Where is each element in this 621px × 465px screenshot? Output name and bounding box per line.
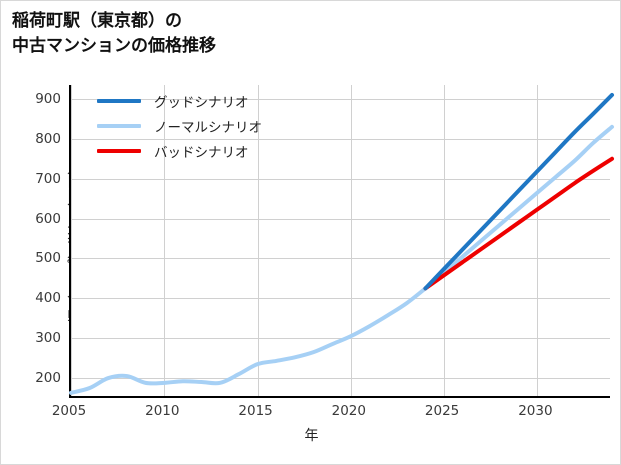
gridline-vertical [444, 85, 446, 396]
gridline-vertical [350, 85, 352, 396]
x-axis-title: 年 [304, 428, 319, 444]
legend-item-label: バッドシナリオ [154, 144, 249, 161]
legend-item[interactable]: グッドシナリオ [97, 92, 262, 111]
legend: グッドシナリオ ノーマルシナリオ バッドシナリオ [97, 92, 262, 161]
gridline-horizontal [71, 138, 610, 140]
gridline-horizontal [71, 178, 610, 180]
y-axis-tick-label: 500 [35, 250, 61, 267]
gridline-horizontal [71, 258, 610, 260]
gridline-horizontal [71, 218, 610, 220]
series-line [69, 124, 614, 395]
legend-item[interactable]: バッドシナリオ [97, 142, 262, 161]
series-lines [69, 92, 614, 395]
y-axis-tick-label: 300 [35, 330, 61, 347]
y-axis-tick-label: 400 [35, 290, 61, 307]
gridline-horizontal [71, 298, 610, 300]
gridline-vertical [257, 85, 259, 396]
gridline-vertical [537, 85, 539, 396]
y-axis-tick-label: 600 [35, 210, 61, 227]
x-axis-tick-label: 2025 [424, 403, 460, 419]
series-line [423, 156, 614, 291]
gridline-vertical [164, 85, 166, 396]
legend-item-label: ノーマルシナリオ [154, 119, 262, 136]
plot-area [69, 85, 614, 398]
x-axis-tick-label: 2020 [331, 403, 366, 419]
x-axis-tick-label: 2015 [238, 403, 273, 419]
y-axis-tick-label: 900 [35, 91, 61, 107]
legend-color-swatch [97, 98, 141, 103]
legend-item-label: グッドシナリオ [154, 94, 249, 111]
legend-color-swatch [97, 148, 141, 153]
y-axis-tick-label: 800 [35, 130, 61, 147]
legend-item[interactable]: ノーマルシナリオ [97, 117, 262, 136]
y-axis-tick-label: 200 [35, 370, 61, 387]
x-axis-tick-label: 2005 [51, 403, 87, 419]
page-title: 稲荷町駅（東京都）の 中古マンションの価格推移 [12, 11, 216, 56]
gridline-horizontal [71, 378, 610, 380]
x-axis-tick-label: 2010 [145, 403, 180, 419]
series-line [423, 92, 614, 291]
legend-color-swatch [97, 123, 141, 128]
x-axis-tick-label: 2030 [518, 403, 553, 419]
y-axis-tick-label: 700 [35, 170, 61, 187]
gridline-vertical [71, 85, 72, 396]
gridline-horizontal [71, 99, 610, 100]
